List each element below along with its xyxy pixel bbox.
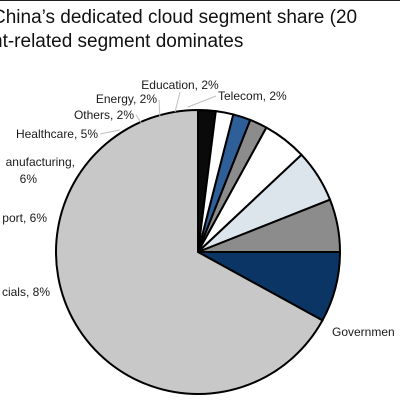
slice-label-line: Healthcare, 5% <box>16 127 98 141</box>
slice-label-manufacturing: anufacturing, 6% <box>6 155 75 186</box>
leader-line <box>99 129 121 135</box>
chart-subtitle: nt-related segment dominates <box>0 31 244 52</box>
slice-label-line: Education, 2% <box>141 78 219 92</box>
leader-line <box>158 99 161 119</box>
pie-slices <box>55 108 342 395</box>
slice-label-line: port, 6% <box>2 211 47 225</box>
slice-label-others: Others, 2% <box>74 108 134 122</box>
slice-label-education: Education, 2% <box>141 78 219 92</box>
slice-label-government: Governmen <box>332 325 395 339</box>
leader-line <box>174 91 181 113</box>
slice-label-line: Telecom, 2% <box>218 89 287 103</box>
slice-label-line: anufacturing, <box>6 155 75 169</box>
slice-label-line: Energy, 2% <box>96 92 157 106</box>
slice-label-line: cials, 8% <box>2 285 50 299</box>
chart-header: China’s dedicated cloud segment share (2… <box>0 0 400 57</box>
leader-lines <box>99 91 217 135</box>
slice-label-telecom: Telecom, 2% <box>218 89 287 103</box>
chart-title: China’s dedicated cloud segment share (2… <box>0 7 358 28</box>
slice-label-line: Governmen <box>332 325 395 339</box>
pie-slice-government <box>55 108 324 395</box>
slice-label-line: Others, 2% <box>74 108 134 122</box>
slice-label-energy: Energy, 2% <box>96 92 157 106</box>
slice-label-transport: port, 6% <box>2 211 47 225</box>
slice-label-line: 6% <box>20 172 38 186</box>
slice-label-financials: cials, 8% <box>2 285 50 299</box>
slice-label-healthcare: Healthcare, 5% <box>16 127 98 141</box>
slice-labels: Governmen cials, 8% port, 6% anufacturing, 6… <box>2 78 395 339</box>
leader-line <box>135 114 143 125</box>
leader-line <box>187 95 217 108</box>
